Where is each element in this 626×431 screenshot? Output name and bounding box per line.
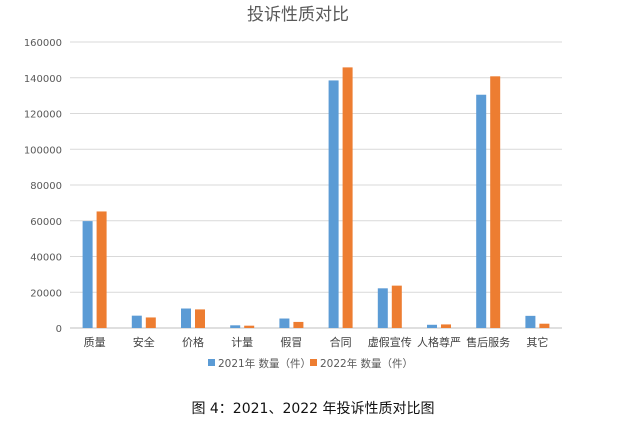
x-axis: 质量 安全 价格 计量 假冒 合同 虚假宣传 人格尊严 售后服务 其它 <box>84 335 549 349</box>
x-tick-label: 价格 <box>182 335 204 349</box>
x-tick-label: 假冒 <box>280 335 302 349</box>
bar-2021-8 <box>427 324 437 328</box>
bars <box>82 67 550 329</box>
bar-2021-1 <box>82 221 93 328</box>
y-tick-label: 140000 <box>24 74 62 85</box>
bar-2022-5 <box>293 321 304 328</box>
figure-caption: 图 4：2021、2022 年投诉性质对比图 <box>191 401 435 417</box>
bar-chart: 投诉性质对比 0 20000 40000 60000 80000 100000 120000… <box>24 5 562 370</box>
legend-label: 2021年 数量（件） <box>218 357 311 370</box>
x-tick-label: 虚假宣传 <box>368 335 412 349</box>
bar-2021-9 <box>476 94 487 328</box>
x-tick-label: 计量 <box>231 336 253 349</box>
x-tick-label: 安全 <box>133 335 155 349</box>
x-tick-label: 合同 <box>330 335 352 349</box>
bar-2021-10 <box>525 315 536 328</box>
x-tick-label: 其它 <box>526 335 548 349</box>
y-tick-label: 120000 <box>24 110 62 121</box>
bar-2022-2 <box>145 317 156 328</box>
chart-title: 投诉性质对比 <box>247 5 349 25</box>
legend-swatch <box>310 359 317 366</box>
legend-label: 2022年 数量（件） <box>320 357 413 370</box>
bar-2022-3 <box>195 309 205 328</box>
y-tick-label: 160000 <box>24 38 62 49</box>
y-tick-label: 80000 <box>30 181 62 192</box>
bar-2021-6 <box>328 80 339 329</box>
bar-2021-5 <box>279 318 290 328</box>
x-tick-label: 人格尊严 <box>417 335 461 349</box>
bar-2021-7 <box>377 288 388 328</box>
bar-2022-7 <box>391 285 402 328</box>
bar-2022-8 <box>441 324 451 328</box>
bar-2021-3 <box>181 308 191 328</box>
legend: 2021年 数量（件） 2022年 数量（件） <box>208 357 413 370</box>
bar-2022-6 <box>342 67 353 328</box>
legend-swatch <box>208 359 215 366</box>
bar-2022-4 <box>244 325 255 328</box>
y-tick-label: 40000 <box>30 253 62 264</box>
bar-2021-4 <box>230 325 241 328</box>
y-tick-label: 100000 <box>24 145 62 156</box>
x-tick-label: 质量 <box>84 336 106 349</box>
x-tick-label: 售后服务 <box>466 335 510 349</box>
bar-2022-1 <box>96 211 107 328</box>
y-tick-label: 20000 <box>30 288 62 299</box>
bar-2022-9 <box>490 76 501 328</box>
bar-2022-10 <box>539 323 550 328</box>
bar-2021-2 <box>131 315 142 328</box>
y-tick-label: 60000 <box>30 217 62 228</box>
gridlines <box>70 41 562 329</box>
y-tick-label: 0 <box>56 324 62 335</box>
y-axis: 0 20000 40000 60000 80000 100000 120000 140000 1… <box>24 38 62 335</box>
